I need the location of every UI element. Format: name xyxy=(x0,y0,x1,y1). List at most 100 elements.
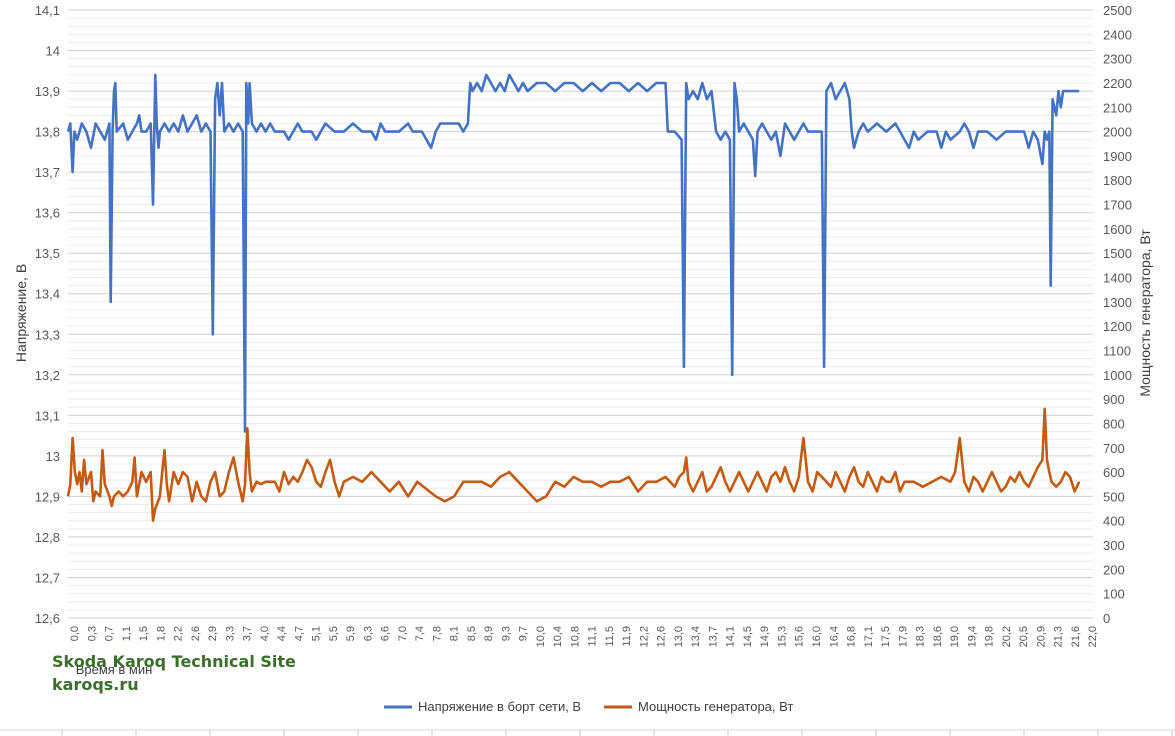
right-tick-label: 1900 xyxy=(1103,149,1132,164)
x-tick-label: 16,8 xyxy=(846,626,858,647)
x-tick-label: 5,1 xyxy=(311,626,323,641)
left-tick-label: 13,9 xyxy=(35,84,60,99)
legend-label-voltage: Напряжение в борт сети, В xyxy=(418,699,581,714)
right-tick-label: 1100 xyxy=(1103,343,1131,358)
legend-label-power: Мощность генератора, Вт xyxy=(638,699,793,714)
voltage-series-line xyxy=(66,73,1080,433)
x-tick-label: 15,3 xyxy=(776,626,788,647)
x-tick-label: 6,3 xyxy=(362,626,374,641)
x-tick-label: 17,9 xyxy=(897,626,909,647)
x-tick-label: 7,4 xyxy=(414,626,426,641)
x-tick-label: 6,6 xyxy=(380,626,392,641)
right-tick-label: 100 xyxy=(1103,587,1125,602)
x-tick-label: 17,1 xyxy=(863,626,875,647)
x-tick-label: 11,9 xyxy=(621,626,633,647)
right-tick-label: 800 xyxy=(1103,416,1125,431)
right-tick-label: 2400 xyxy=(1103,27,1132,42)
x-tick-label: 10,0 xyxy=(535,626,547,647)
x-tick-label: 19,4 xyxy=(966,626,978,647)
x-tick-label: 0,7 xyxy=(104,626,116,641)
x-tick-label: 7,8 xyxy=(431,626,443,641)
x-tick-label: 2,2 xyxy=(173,626,185,641)
left-tick-label: 12,6 xyxy=(35,611,60,626)
left-tick-label: 13,4 xyxy=(35,287,60,302)
x-tick-label: 11,5 xyxy=(604,626,616,647)
right-y-axis-title: Мощность генератора, Вт xyxy=(1137,229,1153,397)
left-tick-label: 12,8 xyxy=(35,530,60,545)
x-axis-tick-labels: 0,0 0,3 0,7 1,1 1,5 1,8 2,2 2,6 2,9 3,3 3,7 4,0 4,4 4… xyxy=(69,626,1099,647)
right-y-axis-tick-labels: 0 100 200 300 400 500 600 700 800 900 1000 1100 1200… xyxy=(1103,3,1132,626)
right-tick-label: 500 xyxy=(1103,489,1125,504)
x-tick-label: 16,0 xyxy=(811,626,823,647)
series-lines xyxy=(66,73,1081,523)
x-tick-label: 18,3 xyxy=(915,626,927,647)
right-tick-label: 600 xyxy=(1103,465,1125,480)
left-y-axis-title: Напряжение, В xyxy=(13,264,29,362)
bottom-border-strip xyxy=(0,729,1175,736)
legend: Напряжение в борт сети, В Мощность генер… xyxy=(384,699,793,714)
x-tick-label: 15,6 xyxy=(794,626,806,647)
x-tick-label: 12,6 xyxy=(656,626,668,647)
x-tick-label: 1,1 xyxy=(121,626,133,641)
right-tick-label: 700 xyxy=(1103,441,1125,456)
right-tick-label: 1300 xyxy=(1103,295,1132,310)
x-tick-label: 9,3 xyxy=(500,626,512,641)
x-tick-label: 20,9 xyxy=(1035,626,1047,647)
x-tick-label: 3,3 xyxy=(224,626,236,641)
x-tick-label: 14,1 xyxy=(725,626,737,647)
x-tick-label: 20,5 xyxy=(1018,626,1030,647)
x-tick-label: 9,7 xyxy=(518,626,530,641)
x-tick-label: 8,5 xyxy=(466,626,478,641)
right-tick-label: 2500 xyxy=(1103,3,1132,18)
right-tick-label: 1700 xyxy=(1103,198,1132,213)
left-tick-label: 12,7 xyxy=(35,570,60,585)
x-tick-label: 1,5 xyxy=(138,626,150,641)
x-tick-label: 8,9 xyxy=(483,626,495,641)
x-tick-label: 5,5 xyxy=(328,626,340,641)
left-tick-label: 13,2 xyxy=(35,368,60,383)
x-axis-title: Время в мин xyxy=(76,662,153,677)
left-tick-label: 13,6 xyxy=(35,206,60,221)
left-tick-label: 13,8 xyxy=(35,125,60,140)
x-tick-label: 17,5 xyxy=(880,626,892,647)
right-tick-label: 200 xyxy=(1103,562,1125,577)
left-tick-label: 14,1 xyxy=(35,3,60,18)
right-tick-label: 1600 xyxy=(1103,222,1132,237)
x-tick-label: 22,0 xyxy=(1087,626,1099,647)
left-tick-label: 13,1 xyxy=(35,408,60,423)
watermark-site-url: karoqs.ru xyxy=(52,675,139,694)
right-tick-label: 2000 xyxy=(1103,125,1132,140)
x-tick-label: 13,4 xyxy=(690,626,702,647)
right-tick-label: 300 xyxy=(1103,538,1125,553)
right-tick-label: 2300 xyxy=(1103,52,1132,67)
left-tick-label: 13 xyxy=(46,449,60,464)
right-tick-label: 400 xyxy=(1103,514,1125,529)
x-tick-label: 16,4 xyxy=(828,626,840,647)
x-tick-label: 14,5 xyxy=(742,626,754,647)
x-tick-label: 19,0 xyxy=(949,626,961,647)
right-tick-label: 1200 xyxy=(1103,319,1132,334)
x-tick-label: 3,7 xyxy=(242,626,254,641)
power-series-line xyxy=(66,407,1081,523)
x-tick-label: 8,1 xyxy=(449,626,461,641)
x-tick-label: 14,9 xyxy=(759,626,771,647)
right-tick-label: 2100 xyxy=(1103,100,1132,115)
left-tick-label: 13,7 xyxy=(35,165,60,180)
right-tick-label: 2200 xyxy=(1103,76,1132,91)
right-tick-label: 1000 xyxy=(1103,368,1132,383)
x-tick-label: 19,8 xyxy=(984,626,996,647)
x-tick-label: 11,1 xyxy=(587,626,599,647)
x-tick-label: 10,4 xyxy=(552,626,564,647)
x-tick-label: 2,6 xyxy=(190,626,202,641)
x-tick-label: 5,9 xyxy=(345,626,357,641)
x-tick-label: 13,0 xyxy=(673,626,685,647)
x-tick-label: 21,6 xyxy=(1070,626,1082,647)
x-tick-label: 2,9 xyxy=(207,626,219,641)
left-tick-label: 14 xyxy=(46,44,60,59)
x-tick-label: 1,8 xyxy=(155,626,167,641)
x-tick-label: 21,3 xyxy=(1053,626,1065,647)
left-tick-label: 13,3 xyxy=(35,327,60,342)
watermark-site-name: Skoda Karoq Technical Site xyxy=(52,652,296,671)
right-tick-label: 1800 xyxy=(1103,173,1132,188)
